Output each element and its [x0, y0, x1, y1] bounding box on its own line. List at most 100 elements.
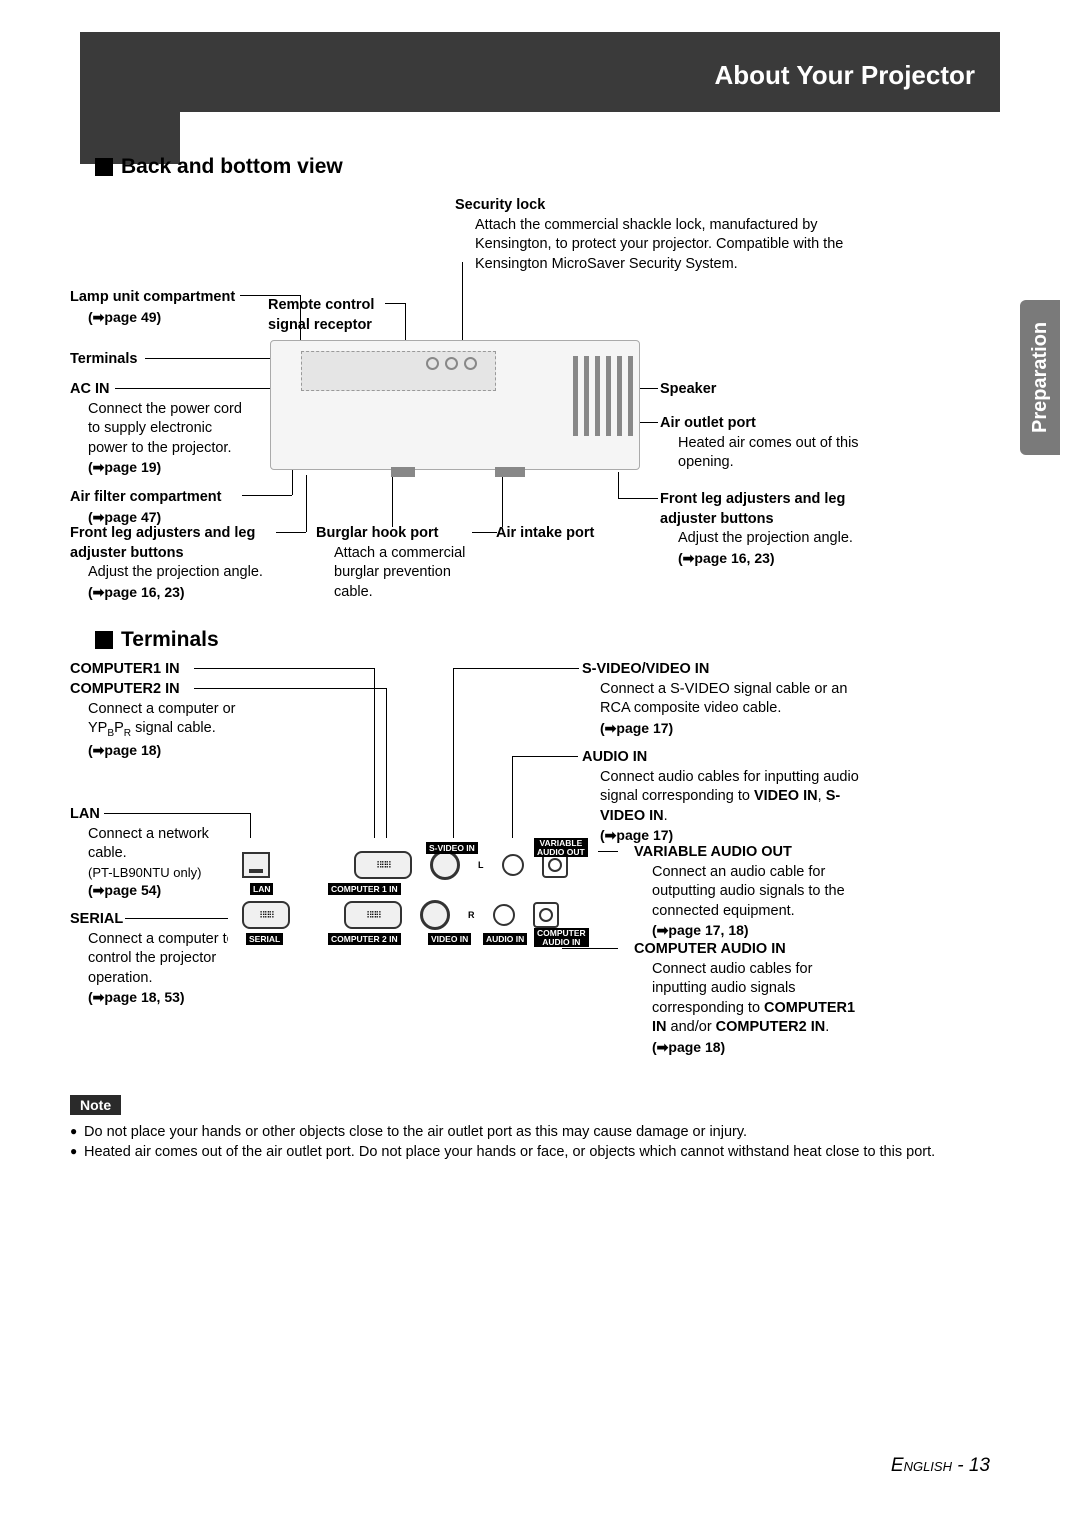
- comp2-heading: COMPUTER2 IN: [70, 681, 180, 697]
- svideo-port-icon: [430, 850, 460, 880]
- section-terminals-text: Terminals: [121, 628, 219, 651]
- svideo-pageref: page 17: [616, 720, 668, 736]
- svideoin-plabel: S-VIDEO IN: [426, 842, 478, 854]
- serial-plabel: SERIAL: [246, 933, 283, 945]
- frontleg1-body: Adjust the projection angle.: [70, 563, 300, 583]
- varaudio-pageref: page 17, 18: [668, 922, 744, 938]
- note-item: Heated air comes out of the air outlet p…: [70, 1142, 1000, 1162]
- comp2-body: Connect a computer orYPBPR signal cable.: [70, 700, 270, 741]
- projector-back-diagram: [270, 340, 640, 470]
- compaudio-pageref: page 18: [668, 1039, 720, 1055]
- video-port-icon: [420, 900, 450, 930]
- leader-line: [453, 668, 579, 669]
- callout-lan: LAN Connect a network cable. (PT-LB90NTU…: [70, 805, 230, 902]
- leader-line: [453, 668, 454, 848]
- leader-line: [502, 472, 503, 527]
- acin-heading: AC IN: [70, 381, 109, 397]
- note-list: Do not place your hands or other objects…: [70, 1122, 1000, 1163]
- svideo-body: Connect a S-VIDEO signal cable or an RCA…: [582, 680, 862, 719]
- comp1-plabel: COMPUTER 1 IN: [328, 883, 401, 895]
- airoutlet-heading: Air outlet port: [660, 415, 756, 431]
- arrow-icon: ➡: [93, 988, 105, 1007]
- frontleg1-pageref: page 16, 23: [104, 584, 180, 600]
- callout-audioin: AUDIO IN Connect audio cables for inputt…: [582, 748, 862, 847]
- dots-icon: [426, 357, 477, 370]
- leader-line: [472, 532, 497, 533]
- serial-port-icon: [242, 901, 290, 929]
- comp2-pageref: page 18: [104, 742, 156, 758]
- section-marker-icon: [95, 631, 113, 649]
- varaudio-heading: VARIABLE AUDIO OUT: [634, 844, 792, 860]
- airfilter-pageref: page 47: [104, 509, 156, 525]
- r-label: R: [468, 910, 475, 920]
- lan-port-icon: [242, 852, 270, 878]
- callout-comp2: COMPUTER2 IN Connect a computer orYPBPR …: [70, 680, 270, 761]
- leader-line: [276, 532, 306, 533]
- audioin-heading: AUDIO IN: [582, 749, 647, 765]
- audio-l-port-icon: [502, 854, 524, 876]
- callout-airoutlet: Air outlet port Heated air comes out of …: [660, 414, 860, 473]
- leader-line: [194, 688, 386, 689]
- leader-line: [104, 813, 250, 814]
- callout-terminals: Terminals: [70, 350, 137, 370]
- footer-lang: English: [891, 1455, 952, 1476]
- note-label: Note: [70, 1095, 121, 1115]
- audioin-pageref: page 17: [616, 827, 668, 843]
- footer-page: 13: [969, 1455, 990, 1476]
- compaudio-plabel: COMPUTER AUDIO IN: [534, 928, 589, 947]
- leader-line: [306, 475, 307, 532]
- callout-serial: SERIAL Connect a computer to control the…: [70, 910, 240, 1009]
- computer1-port-icon: [354, 851, 412, 879]
- arrow-icon: ➡: [93, 881, 105, 900]
- air-outlet-icon: [573, 356, 633, 436]
- svideo-heading: S-VIDEO/VIDEO IN: [582, 661, 709, 677]
- section-terminals: Terminals: [95, 628, 219, 652]
- lamp-heading: Lamp unit compartment: [70, 289, 235, 305]
- leader-line: [405, 303, 406, 343]
- acin-pageref: page 19: [104, 459, 156, 475]
- lan-body: Connect a network cable.: [70, 825, 230, 864]
- acin-body: Connect the power cord to supply electro…: [70, 400, 250, 459]
- audio-r-port-icon: [493, 904, 515, 926]
- section-back-bottom: Back and bottom view: [95, 155, 343, 179]
- callout-frontleg1: Front leg adjusters and leg adjuster but…: [70, 524, 300, 603]
- computer2-port-icon: [344, 901, 402, 929]
- leader-line: [374, 668, 375, 853]
- lamp-pageref: page 49: [104, 309, 156, 325]
- leader-line: [512, 756, 578, 757]
- arrow-icon: ➡: [93, 583, 105, 602]
- leader-line: [194, 668, 374, 669]
- leader-line: [242, 495, 292, 496]
- leader-line: [562, 948, 618, 949]
- arrow-icon: ➡: [93, 741, 105, 760]
- airintake-heading: Air intake port: [496, 525, 594, 541]
- varaudio-plabel: VARIABLE AUDIO OUT: [534, 838, 588, 857]
- comp2-plabel: COMPUTER 2 IN: [328, 933, 401, 945]
- speaker-heading: Speaker: [660, 381, 716, 397]
- compaudio-port-icon: [533, 902, 559, 928]
- burglar-body: Attach a commercial burglar prevention c…: [316, 544, 476, 603]
- lan-pageref: page 54: [104, 882, 156, 898]
- page-footer: English - 13: [891, 1455, 990, 1477]
- leader-line: [115, 388, 285, 389]
- callout-svideo: S-VIDEO/VIDEO IN Connect a S-VIDEO signa…: [582, 660, 862, 739]
- varaudio-body: Connect an audio cable for outputting au…: [634, 863, 879, 922]
- callout-speaker: Speaker: [660, 380, 716, 400]
- audioin-body: Connect audio cables for inputting audio…: [582, 768, 862, 827]
- frontleg2-body: Adjust the projection angle.: [660, 529, 880, 549]
- arrow-icon: ➡: [93, 458, 105, 477]
- callout-acin: AC IN Connect the power cord to supply e…: [70, 380, 250, 479]
- lan-note: (PT-LB90NTU only): [70, 864, 230, 882]
- terminals-heading: Terminals: [70, 351, 137, 367]
- security-heading: Security lock: [455, 197, 545, 213]
- leader-line: [462, 262, 463, 347]
- compaudio-body: Connect audio cables for inputting audio…: [634, 960, 869, 1038]
- airfilter-heading: Air filter compartment: [70, 489, 221, 505]
- section-back-bottom-text: Back and bottom view: [121, 155, 343, 178]
- compaudio-heading: COMPUTER AUDIO IN: [634, 941, 786, 957]
- arrow-icon: ➡: [605, 826, 617, 845]
- arrow-icon: ➡: [605, 719, 617, 738]
- arrow-icon: ➡: [93, 308, 105, 327]
- page-title: About Your Projector: [715, 60, 976, 91]
- callout-comp1: COMPUTER1 IN: [70, 660, 180, 680]
